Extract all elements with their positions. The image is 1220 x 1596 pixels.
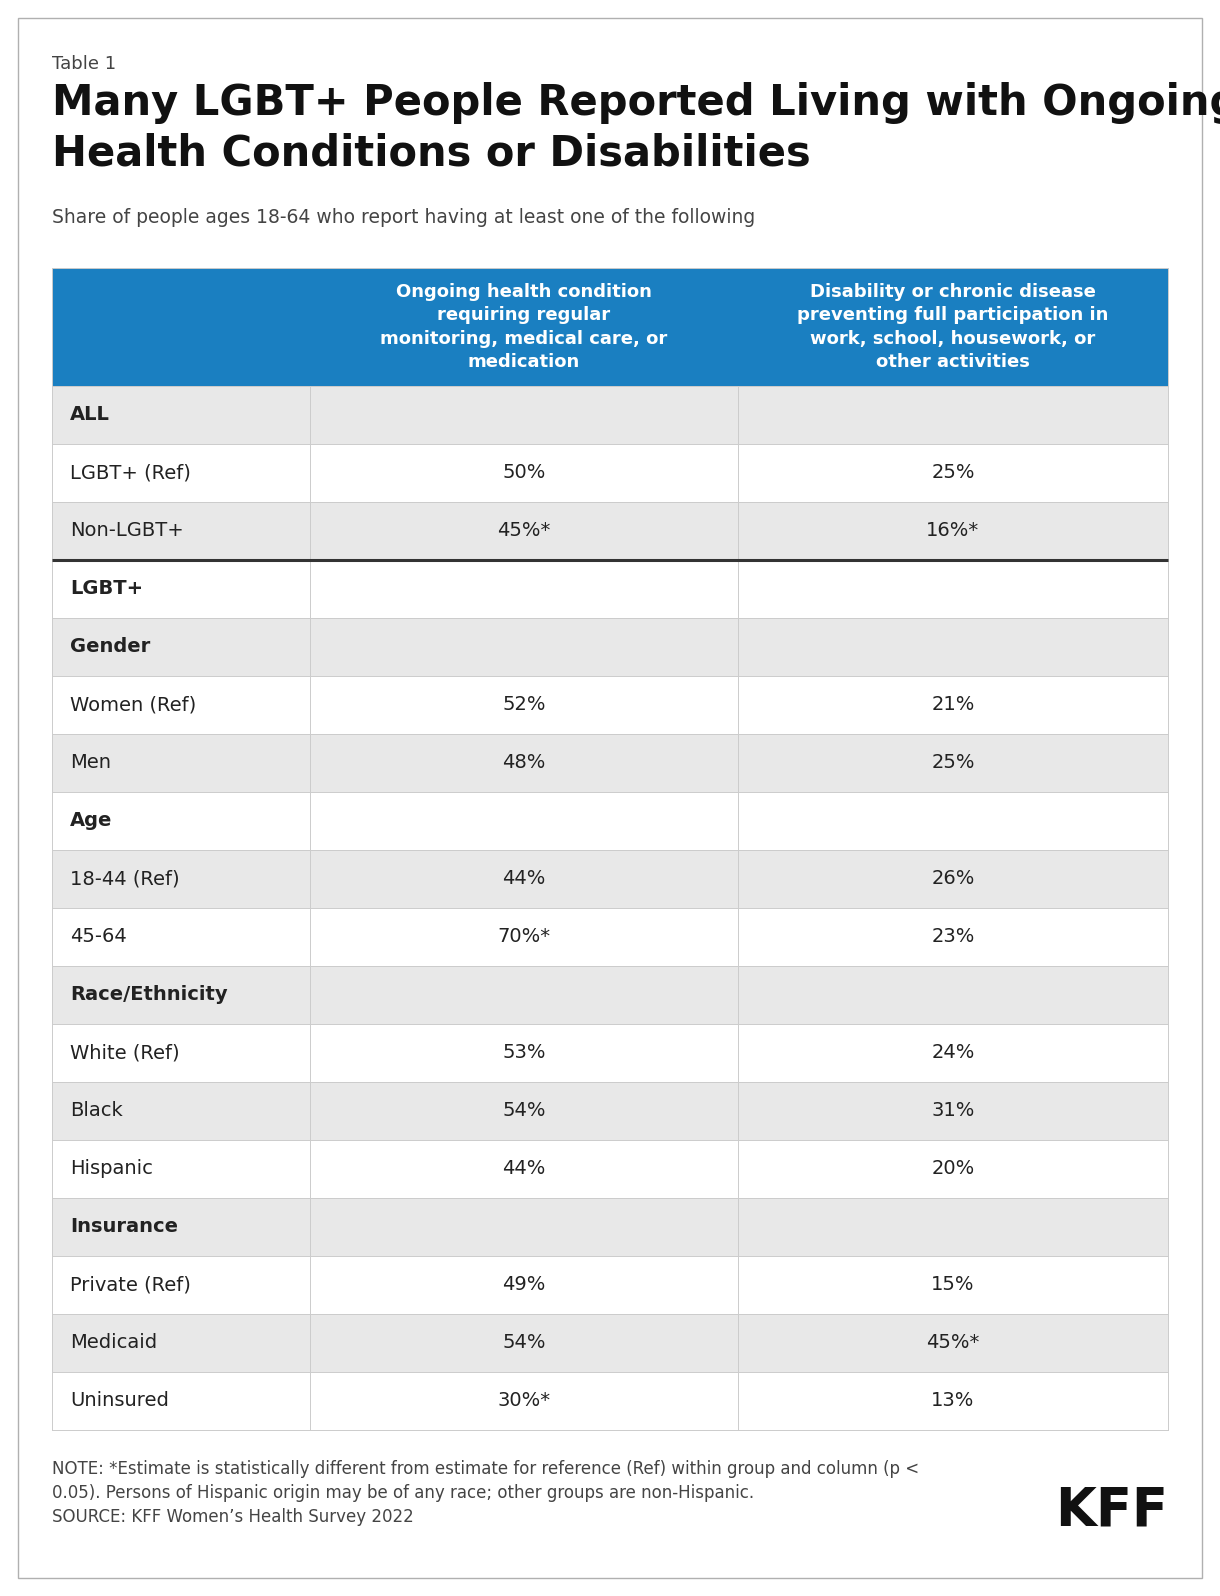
Text: 44%: 44%: [503, 1160, 545, 1178]
Text: 26%: 26%: [931, 870, 975, 889]
Bar: [52, 677, 1168, 734]
Bar: [52, 1256, 1168, 1314]
Text: 50%: 50%: [503, 463, 545, 482]
Text: Women (Ref): Women (Ref): [70, 696, 196, 715]
Text: Race/Ethnicity: Race/Ethnicity: [70, 985, 228, 1004]
Text: 45%*: 45%*: [926, 1334, 980, 1352]
Bar: [52, 792, 1168, 851]
Text: 49%: 49%: [503, 1275, 545, 1294]
Bar: [52, 1314, 1168, 1373]
Bar: [52, 851, 1168, 908]
Text: KFF: KFF: [1055, 1484, 1168, 1535]
Text: 44%: 44%: [503, 870, 545, 889]
Bar: [52, 618, 1168, 677]
Bar: [52, 1373, 1168, 1430]
Text: Disability or chronic disease
preventing full participation in
work, school, hou: Disability or chronic disease preventing…: [798, 282, 1109, 372]
Bar: [52, 444, 1168, 503]
Text: 45-64: 45-64: [70, 927, 127, 946]
Text: 15%: 15%: [931, 1275, 975, 1294]
Text: 20%: 20%: [931, 1160, 975, 1178]
Text: ALL: ALL: [70, 405, 110, 425]
Text: 45%*: 45%*: [498, 522, 550, 541]
Text: Insurance: Insurance: [70, 1218, 178, 1237]
Text: Ongoing health condition
requiring regular
monitoring, medical care, or
medicati: Ongoing health condition requiring regul…: [381, 282, 667, 372]
Bar: [52, 1025, 1168, 1082]
Text: Table 1: Table 1: [52, 54, 116, 73]
Text: Black: Black: [70, 1101, 123, 1120]
Text: 31%: 31%: [931, 1101, 975, 1120]
Text: LGBT+ (Ref): LGBT+ (Ref): [70, 463, 190, 482]
Bar: [52, 268, 1168, 386]
Text: 25%: 25%: [931, 753, 975, 772]
Bar: [52, 734, 1168, 792]
Bar: [52, 1140, 1168, 1199]
Text: LGBT+: LGBT+: [70, 579, 143, 598]
Bar: [52, 503, 1168, 560]
Text: 54%: 54%: [503, 1334, 545, 1352]
Text: Non-LGBT+: Non-LGBT+: [70, 522, 184, 541]
Text: Medicaid: Medicaid: [70, 1334, 157, 1352]
Text: 25%: 25%: [931, 463, 975, 482]
Bar: [52, 560, 1168, 618]
Text: 70%*: 70%*: [498, 927, 550, 946]
Text: Health Conditions or Disabilities: Health Conditions or Disabilities: [52, 132, 811, 174]
Text: 24%: 24%: [931, 1044, 975, 1063]
Text: 52%: 52%: [503, 696, 545, 715]
Text: 48%: 48%: [503, 753, 545, 772]
Text: Hispanic: Hispanic: [70, 1160, 152, 1178]
Text: NOTE: *Estimate is statistically different from estimate for reference (Ref) wit: NOTE: *Estimate is statistically differe…: [52, 1460, 919, 1478]
Text: Men: Men: [70, 753, 111, 772]
Text: 13%: 13%: [931, 1392, 975, 1411]
Text: 18-44 (Ref): 18-44 (Ref): [70, 870, 179, 889]
Text: 30%*: 30%*: [498, 1392, 550, 1411]
Bar: [52, 1199, 1168, 1256]
Text: Gender: Gender: [70, 637, 150, 656]
Bar: [52, 386, 1168, 444]
Bar: [52, 966, 1168, 1025]
Text: Age: Age: [70, 811, 112, 830]
Text: 53%: 53%: [503, 1044, 545, 1063]
Text: Share of people ages 18-64 who report having at least one of the following: Share of people ages 18-64 who report ha…: [52, 207, 755, 227]
Text: SOURCE: KFF Women’s Health Survey 2022: SOURCE: KFF Women’s Health Survey 2022: [52, 1508, 414, 1526]
Text: 23%: 23%: [931, 927, 975, 946]
Text: Many LGBT+ People Reported Living with Ongoing: Many LGBT+ People Reported Living with O…: [52, 81, 1220, 124]
Bar: [52, 1082, 1168, 1140]
Text: 0.05). Persons of Hispanic origin may be of any race; other groups are non-Hispa: 0.05). Persons of Hispanic origin may be…: [52, 1484, 754, 1502]
Text: Private (Ref): Private (Ref): [70, 1275, 190, 1294]
Text: White (Ref): White (Ref): [70, 1044, 179, 1063]
Text: 21%: 21%: [931, 696, 975, 715]
Text: 16%*: 16%*: [926, 522, 980, 541]
Text: Uninsured: Uninsured: [70, 1392, 168, 1411]
Bar: [52, 908, 1168, 966]
Text: 54%: 54%: [503, 1101, 545, 1120]
